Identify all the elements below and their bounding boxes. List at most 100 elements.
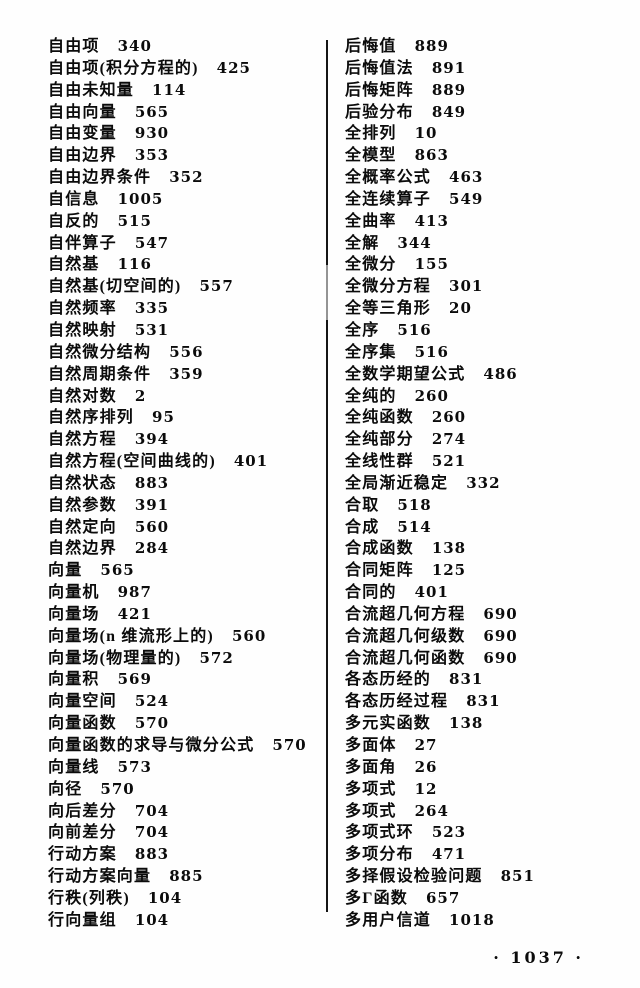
index-entry: 行动方案 883 <box>48 844 320 866</box>
entry-term: 向量函数的求导与微分公式 <box>48 737 255 754</box>
entry-page-number: 12 <box>414 779 438 798</box>
entry-page-number: 391 <box>134 495 170 514</box>
index-entry: 后悔值 889 <box>345 36 635 58</box>
entry-page-number: 572 <box>199 648 234 667</box>
index-entry: 自由边界条件 352 <box>48 167 320 189</box>
entry-term: 全局渐近稳定 <box>345 474 449 492</box>
entry-term: 合流超几何函数 <box>345 649 466 667</box>
entry-page-number: 401 <box>233 452 269 471</box>
index-entry: 自然微分结构 556 <box>48 342 320 364</box>
entry-term: 向量 <box>48 562 83 580</box>
entry-page-number: 863 <box>414 146 449 165</box>
index-entry: 向量 565 <box>48 560 320 582</box>
index-entry: 自然方程 394 <box>48 429 320 451</box>
entry-page-number: 704 <box>134 801 170 820</box>
index-entry: 行动方案向量 885 <box>48 866 320 888</box>
index-entry: 多项分布 471 <box>345 844 635 866</box>
index-entry: 自由项 340 <box>48 36 320 58</box>
entry-page-number: 463 <box>449 168 484 187</box>
index-entry: 自然状态 883 <box>48 473 320 495</box>
entry-page-number: 138 <box>431 539 467 558</box>
entry-page-number: 2 <box>134 386 147 405</box>
entry-page-number: 573 <box>117 757 152 776</box>
entry-page-number: 10 <box>414 124 438 143</box>
entry-term: 全纯函数 <box>345 409 414 427</box>
entry-page-number: 284 <box>134 539 170 558</box>
entry-page-number: 569 <box>117 670 152 689</box>
entry-term: 自然参数 <box>48 496 117 514</box>
index-entry: 全解 344 <box>345 233 635 255</box>
page-number: · 1037 · <box>493 948 584 967</box>
index-entry: 全纯部分 274 <box>345 429 635 451</box>
entry-page-number: 560 <box>134 517 170 536</box>
entry-term: 全微分 <box>345 256 397 274</box>
index-entry: 向后差分 704 <box>48 801 320 823</box>
entry-term: 自然周期条件 <box>48 365 152 383</box>
index-entry: 自然映射 531 <box>48 320 320 342</box>
entry-page-number: 565 <box>134 102 170 121</box>
entry-term: 自然方程 <box>48 431 117 449</box>
index-entry: 自由未知量 114 <box>48 80 320 102</box>
entry-term: 向量线 <box>48 758 100 776</box>
index-entry: 自由向量 565 <box>48 102 320 124</box>
entry-term: 全等三角形 <box>345 300 432 318</box>
entry-page-number: 401 <box>414 583 449 602</box>
entry-term: 全序 <box>345 321 380 339</box>
entry-term: 合同矩阵 <box>345 562 414 580</box>
index-entry: 全数学期望公式 486 <box>345 364 635 386</box>
index-entry: 自然周期条件 359 <box>48 364 320 386</box>
entry-term: 全曲率 <box>345 212 397 230</box>
entry-term: 行向量组 <box>48 911 117 929</box>
entry-term: 全模型 <box>345 147 397 165</box>
index-entry: 自然定向 560 <box>48 517 320 539</box>
entry-term: 自由变量 <box>48 125 117 143</box>
entry-page-number: 987 <box>117 583 152 602</box>
index-entry: 全序 516 <box>345 320 635 342</box>
index-entry: 自然对数 2 <box>48 386 320 408</box>
index-entry: 自信息 1005 <box>48 189 320 211</box>
index-entry: 合流超几何方程 690 <box>345 604 635 626</box>
entry-term: 合成 <box>345 518 380 536</box>
entry-page-number: 104 <box>134 910 170 929</box>
index-entry: 自然边界 284 <box>48 538 320 560</box>
entry-term: 自然方程(空间曲线的) <box>48 453 216 471</box>
entry-term: 向量机 <box>48 584 100 602</box>
entry-page-number: 885 <box>169 867 204 886</box>
entry-page-number: 549 <box>449 189 484 208</box>
entry-term: 向量场 <box>48 605 100 623</box>
entry-page-number: 353 <box>134 146 170 165</box>
entry-term: 自反的 <box>48 212 100 230</box>
entry-term: 向后差分 <box>48 802 117 820</box>
index-entry: 全模型 863 <box>345 145 635 167</box>
index-entry: 合流超几何级数 690 <box>345 626 635 648</box>
entry-term: 自由项(积分方程的) <box>48 59 199 77</box>
index-entry: 多用户信道 1018 <box>345 910 635 932</box>
index-entry: 全微分方程 301 <box>345 276 635 298</box>
entry-page-number: 1018 <box>449 910 495 929</box>
entry-page-number: 883 <box>134 473 170 492</box>
entry-term: 多Γ函数 <box>345 889 408 907</box>
entry-page-number: 849 <box>431 102 467 121</box>
entry-page-number: 690 <box>483 626 518 645</box>
entry-term: 向径 <box>48 780 83 798</box>
entry-page-number: 557 <box>199 277 234 296</box>
entry-page-number: 556 <box>169 342 204 361</box>
entry-page-number: 657 <box>425 888 461 907</box>
index-entry: 全排列 10 <box>345 123 635 145</box>
entry-page-number: 565 <box>100 561 135 580</box>
entry-page-number: 531 <box>134 320 170 339</box>
entry-page-number: 27 <box>414 736 438 754</box>
index-entry: 向量空间 524 <box>48 691 320 713</box>
entry-term: 全序集 <box>345 343 397 361</box>
entry-term: 各态历经过程 <box>345 693 449 711</box>
entry-page-number: 516 <box>397 320 432 339</box>
entry-term: 向量场(物理量的) <box>48 649 182 667</box>
entry-term: 多元实函数 <box>345 715 432 733</box>
entry-term: 后悔值法 <box>345 59 414 77</box>
entry-page-number: 570 <box>272 736 307 754</box>
entry-page-number: 104 <box>147 888 183 907</box>
entry-term: 合取 <box>345 496 380 514</box>
entry-term: 多项式 <box>345 802 397 820</box>
entry-term: 自由未知量 <box>48 81 135 99</box>
